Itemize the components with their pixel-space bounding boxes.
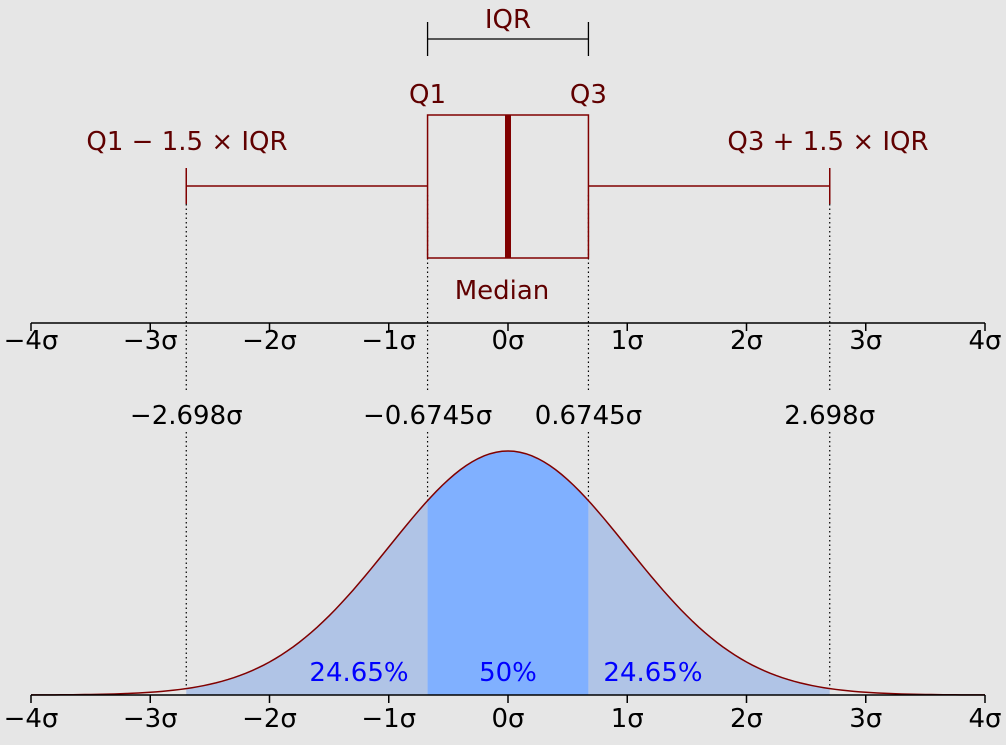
upper-axis-tick-label-4: 0σ [491,326,524,356]
marker-label-3: 2.698σ [784,401,875,431]
boxplot [185,22,831,259]
upper-axis-tick-label-3: −1σ [361,326,416,356]
lower-axis-tick-label-2: −2σ [242,704,297,734]
marker-label-1: −0.6745σ [363,401,492,431]
upper-axis-tick-label-8: 4σ [968,326,1001,356]
q1-label: Q1 [409,80,446,110]
lower-axis-tick-label-4: 0σ [491,704,524,734]
region-fill-0 [186,500,428,695]
labels: IQR Q1 Q3 Q1 − 1.5 × IQR Q3 + 1.5 × IQR Media… [4,5,1002,734]
region-percent-label-1: 50% [479,658,537,688]
marker-label-2: 0.6745σ [535,401,642,431]
region-percent-label-2: 24.65% [603,658,702,688]
normal-curve-layer [30,450,986,696]
upper-axis-tick-label-6: 2σ [730,326,763,356]
lower-axis-tick-label-7: 3σ [849,704,882,734]
upper-axis-tick-label-1: −3σ [123,326,178,356]
normal-curve [30,450,986,696]
upper-axis-tick-label-5: 1σ [611,326,644,356]
iqr-label: IQR [485,5,531,35]
lower-axis-tick-label-3: −1σ [361,704,416,734]
lower-axis-tick-label-1: −3σ [123,704,178,734]
region-percent-label-0: 24.65% [309,658,408,688]
lower-axis-tick-label-8: 4σ [968,704,1001,734]
median-label: Median [455,276,550,306]
lower-axis-tick-label-0: −4σ [4,704,59,734]
marker-label-0: −2.698σ [130,401,243,431]
upper-whisker-label: Q3 + 1.5 × IQR [727,127,928,157]
upper-axis-tick-label-7: 3σ [849,326,882,356]
lower-axis-tick-label-5: 1σ [611,704,644,734]
region-fill-2 [588,500,830,695]
distribution-fills [186,451,830,695]
upper-axis-tick-label-0: −4σ [4,326,59,356]
q3-label: Q3 [570,80,607,110]
axes [30,322,986,703]
upper-axis-tick-label-2: −2σ [242,326,297,356]
lower-axis-tick-label-6: 2σ [730,704,763,734]
region-fill-1 [427,451,589,695]
lower-whisker-label: Q1 − 1.5 × IQR [86,127,287,157]
